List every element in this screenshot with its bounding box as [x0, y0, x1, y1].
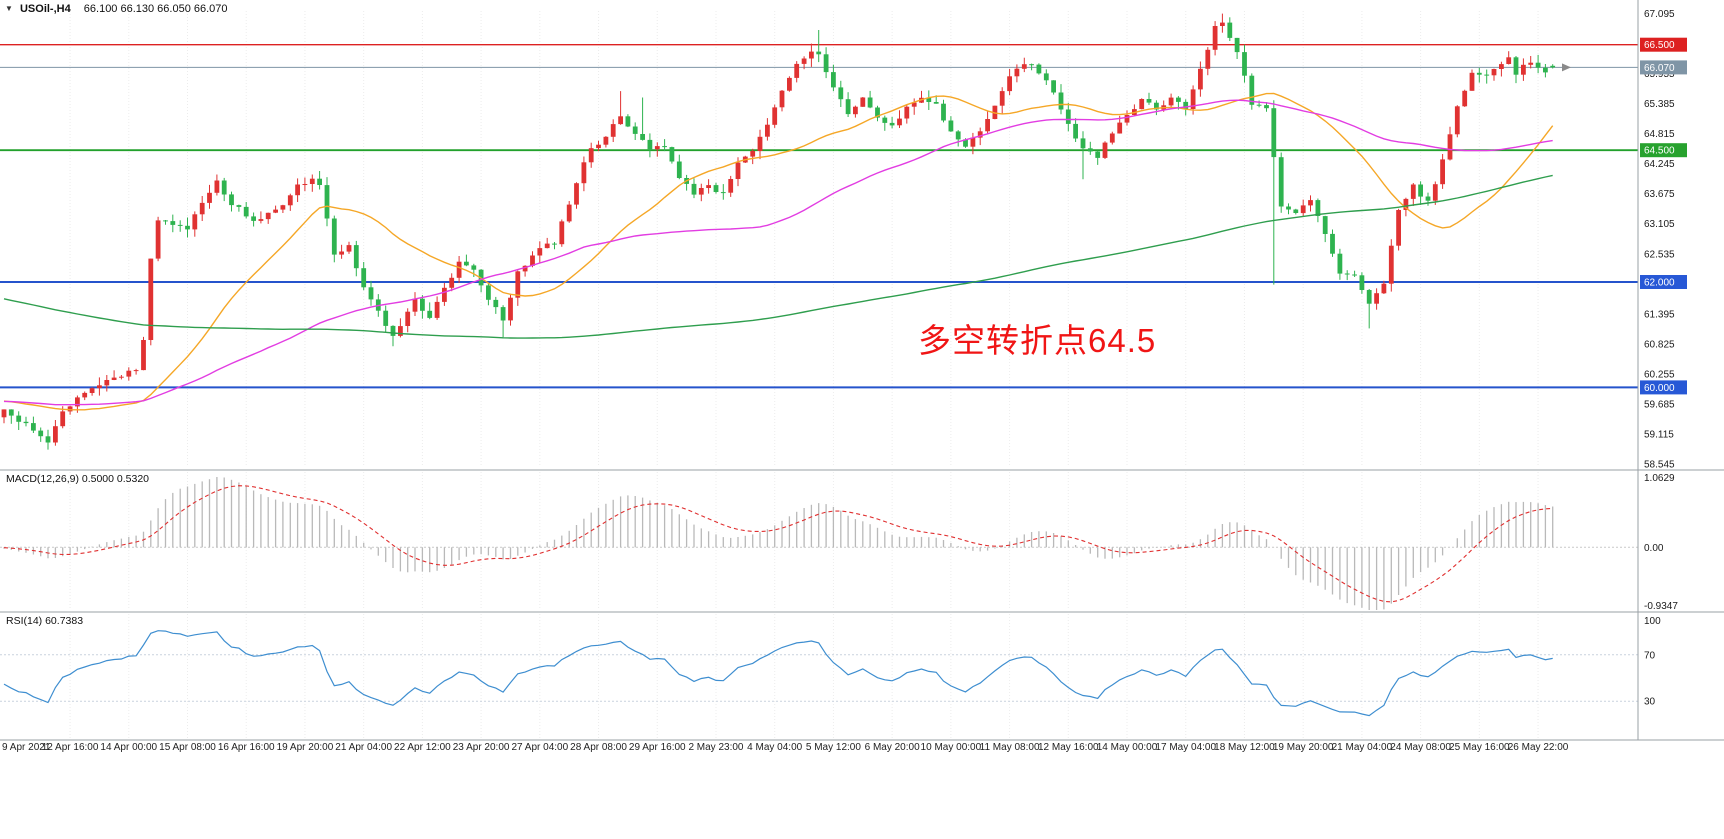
ma-fast-orange [3, 92, 1554, 411]
time-label: 2 May 23:00 [688, 742, 744, 753]
chart-header: ▼ USOil-,H4 66.100 66.130 66.050 66.070 [5, 3, 228, 15]
svg-text:100: 100 [1644, 616, 1661, 627]
time-label: 27 Apr 04:00 [511, 742, 569, 753]
svg-text:60.000: 60.000 [1644, 383, 1675, 394]
time-label: 28 Apr 08:00 [570, 742, 627, 753]
time-label: 21 May 04:00 [1331, 742, 1393, 753]
svg-text:59.115: 59.115 [1644, 430, 1674, 441]
chart-canvas[interactable]: 67.09566.52565.95565.38564.81564.24563.6… [0, 0, 1724, 760]
time-label: 19 Apr 20:00 [276, 742, 334, 753]
svg-text:64.245: 64.245 [1644, 159, 1675, 170]
svg-text:64.500: 64.500 [1644, 146, 1675, 157]
annotation-text: 多空转折点64.5 [918, 322, 1157, 359]
time-label: 17 May 04:00 [1155, 742, 1217, 753]
svg-text:-0.9347: -0.9347 [1644, 601, 1678, 612]
svg-text:0.00: 0.00 [1644, 543, 1664, 554]
time-label: 19 May 20:00 [1272, 742, 1334, 753]
svg-text:30: 30 [1644, 697, 1656, 708]
candles-layer [1, 13, 1556, 450]
svg-text:62.535: 62.535 [1644, 249, 1675, 260]
symbol-timeframe-label: USOil-,H4 [19, 3, 71, 15]
time-label: 14 Apr 00:00 [100, 742, 158, 753]
time-label: 12 Apr 16:00 [41, 742, 99, 753]
svg-text:62.000: 62.000 [1644, 278, 1675, 289]
time-label: 22 Apr 12:00 [394, 742, 451, 753]
svg-text:65.385: 65.385 [1644, 99, 1675, 110]
svg-text:58.545: 58.545 [1644, 460, 1675, 471]
ma-slow-green [3, 174, 1553, 339]
ohlc-readout: 66.100 66.130 66.050 66.070 [83, 3, 228, 15]
time-label: 21 Apr 04:00 [335, 742, 393, 753]
time-label: 14 May 00:00 [1096, 742, 1158, 753]
svg-text:63.675: 63.675 [1644, 189, 1675, 200]
time-label: 29 Apr 16:00 [628, 742, 686, 753]
svg-text:65.955: 65.955 [1644, 69, 1675, 80]
time-label: 9 Apr 2021 [2, 742, 51, 753]
time-label: 11 May 08:00 [979, 742, 1040, 753]
svg-text:67.095: 67.095 [1644, 9, 1675, 20]
time-label: 24 May 08:00 [1390, 742, 1451, 753]
svg-text:66.500: 66.500 [1644, 40, 1675, 51]
macd-histogram [3, 477, 1554, 610]
macd-indicator-label: MACD(12,26,9) 0.5000 0.5320 [6, 473, 150, 485]
horizontal-level-lines [0, 44, 1638, 389]
time-label: 25 May 16:00 [1449, 742, 1510, 753]
time-label: 23 Apr 20:00 [452, 742, 510, 753]
svg-text:59.685: 59.685 [1644, 400, 1675, 411]
svg-text:1.0629: 1.0629 [1644, 473, 1675, 484]
price-axis-ticks: 67.09566.52565.95565.38564.81564.24563.6… [1644, 9, 1675, 471]
time-label: 12 May 16:00 [1037, 742, 1099, 753]
rsi-indicator-label: RSI(14) 60.7383 [6, 615, 84, 627]
time-label: 16 Apr 16:00 [217, 742, 275, 753]
price-axis-special-labels: 66.500 66.070 64.500 62.000 60.000 [1640, 37, 1687, 395]
time-label: 18 May 12:00 [1214, 742, 1275, 753]
time-label: 6 May 20:00 [864, 742, 920, 753]
time-axis[interactable]: 9 Apr 2021 12 Apr 16:00 14 Apr 00:00 15 Apr… [0, 742, 1724, 760]
ma-mid-magenta [3, 99, 1553, 406]
macd-signal-line [3, 485, 1553, 603]
svg-text:66.070: 66.070 [1644, 63, 1675, 74]
svg-text:64.815: 64.815 [1644, 129, 1675, 140]
svg-text:61.395: 61.395 [1644, 309, 1675, 320]
time-label: 5 May 12:00 [805, 742, 861, 753]
svg-text:60.825: 60.825 [1644, 339, 1675, 350]
time-label: 15 Apr 08:00 [159, 742, 216, 753]
time-label: 4 May 04:00 [747, 742, 803, 753]
svg-text:60.255: 60.255 [1644, 370, 1675, 381]
svg-text:63.105: 63.105 [1644, 219, 1675, 230]
collapse-arrow-icon[interactable]: ▼ [5, 4, 13, 13]
rsi-line [3, 630, 1553, 717]
current-price-marker [1562, 63, 1571, 72]
svg-text:70: 70 [1644, 650, 1656, 661]
time-label: 10 May 00:00 [920, 742, 982, 753]
time-label: 26 May 22:00 [1507, 742, 1569, 753]
